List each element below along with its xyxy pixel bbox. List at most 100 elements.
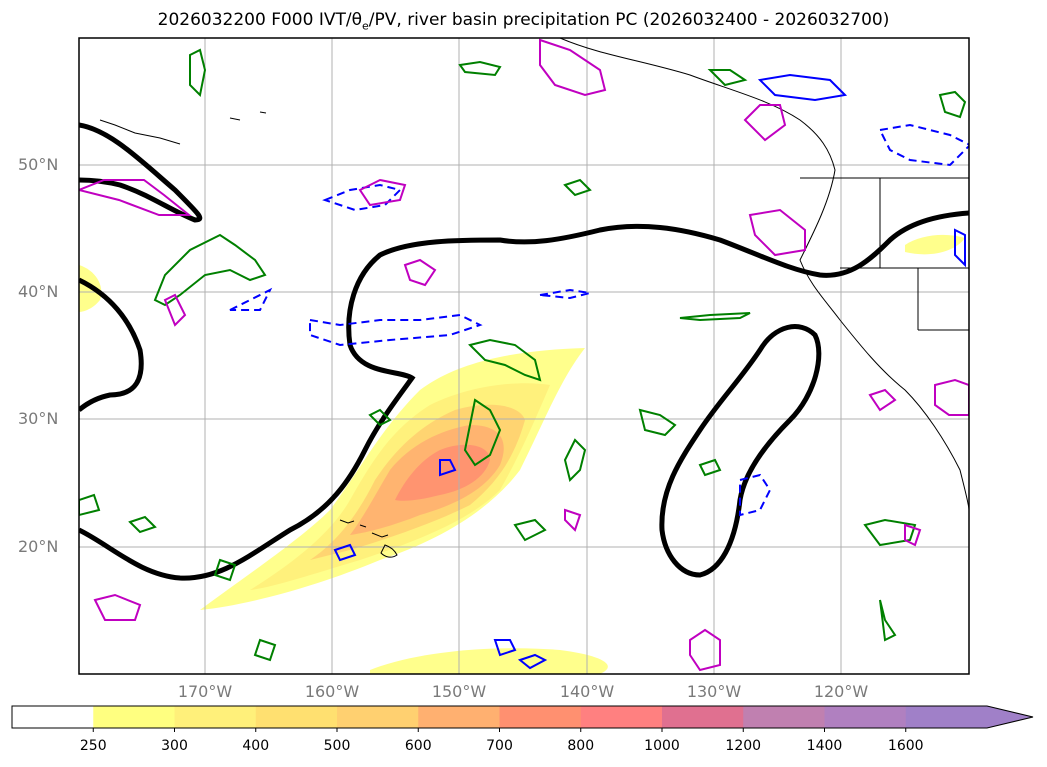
colorbar-tick-label: 1400 bbox=[806, 738, 843, 754]
magenta-contour-7 bbox=[689, 628, 721, 672]
colorbar-segment bbox=[418, 706, 500, 728]
colorbar-tick-label: 600 bbox=[404, 738, 432, 754]
ivt-shade-800 bbox=[395, 444, 490, 501]
colorbar-tick-label: 1600 bbox=[887, 738, 924, 754]
pv-contour-loop bbox=[659, 324, 822, 578]
colorbar-segment bbox=[337, 706, 419, 728]
coastline-hawaii bbox=[339, 519, 398, 558]
colorbar-segment bbox=[580, 706, 663, 728]
colorbar-segment bbox=[12, 706, 94, 728]
green-contour-7 bbox=[938, 90, 967, 119]
magenta-contour-2 bbox=[748, 208, 806, 257]
magenta-contour-6 bbox=[93, 593, 142, 621]
pv-contour-northwest bbox=[79, 122, 203, 223]
lon-label-150w: 150°W bbox=[431, 682, 487, 701]
coastline-inland-border bbox=[800, 177, 969, 331]
green-contour-5 bbox=[679, 312, 751, 322]
green-contour-17 bbox=[563, 438, 587, 482]
lon-label-160w: 160°W bbox=[304, 682, 360, 701]
colorbar-segment bbox=[662, 706, 744, 728]
blue-contour-dashed-2 bbox=[322, 183, 402, 212]
magenta-contour-8 bbox=[934, 378, 969, 416]
colorbar-extend-arrow bbox=[987, 706, 1033, 728]
magenta-contour-5 bbox=[358, 178, 407, 207]
title-rest: /PV, river basin precipitation PC (20260… bbox=[368, 10, 890, 30]
blue-contour-dashed-1 bbox=[309, 313, 483, 347]
green-contour-18 bbox=[698, 458, 722, 477]
magenta-contour-1 bbox=[539, 38, 607, 97]
blue-contour-dashed-6 bbox=[229, 287, 273, 311]
green-contour-20 bbox=[513, 518, 547, 542]
green-contour-15 bbox=[128, 515, 157, 534]
green-contour-16 bbox=[368, 408, 392, 427]
blue-contour-4 bbox=[493, 639, 517, 657]
coastline-aleutians bbox=[99, 111, 267, 145]
magenta-contour-13 bbox=[163, 293, 187, 327]
green-contour-4 bbox=[638, 408, 677, 437]
green-contour-19 bbox=[879, 599, 897, 642]
green-contour-13 bbox=[253, 638, 277, 662]
colorbar bbox=[11, 705, 1034, 732]
magenta-contours bbox=[79, 38, 969, 672]
pv-contours bbox=[79, 122, 969, 581]
colorbar-segment bbox=[905, 706, 988, 728]
map-frame bbox=[78, 37, 970, 675]
lon-label-170w: 170°W bbox=[177, 682, 233, 701]
map-title: 2026032200 F000 IVT/θe/PV, river basin p… bbox=[0, 10, 1047, 32]
green-contour-8 bbox=[189, 48, 207, 98]
colorbar-tick-label: 700 bbox=[486, 738, 513, 754]
green-contour-6 bbox=[863, 518, 917, 547]
green-contour-2 bbox=[468, 338, 542, 382]
magenta-contour-4 bbox=[79, 179, 192, 216]
title-main: 2026032200 F000 IVT/θ bbox=[157, 10, 362, 30]
magenta-contour-9 bbox=[403, 258, 437, 287]
blue-contour-6 bbox=[954, 228, 966, 268]
green-contour-9 bbox=[458, 60, 502, 77]
blue-contour-dashed-4 bbox=[739, 473, 772, 517]
blue-contour-5 bbox=[517, 653, 548, 670]
blue-contour-dashed-5 bbox=[539, 288, 591, 300]
lon-label-140w: 140°W bbox=[559, 682, 615, 701]
lat-label-20n: 20°N bbox=[18, 537, 59, 556]
lat-label-30n: 30°N bbox=[18, 409, 59, 428]
green-contour-12 bbox=[213, 558, 237, 582]
colorbar-tick-label: 500 bbox=[323, 738, 351, 754]
colorbar-segment bbox=[174, 706, 257, 728]
colorbar-segment bbox=[743, 706, 825, 728]
lat-label-40n: 40°N bbox=[18, 282, 59, 301]
green-contour-11 bbox=[563, 178, 592, 197]
lat-label-50n: 50°N bbox=[18, 155, 59, 174]
title-sub: e bbox=[362, 19, 369, 33]
magenta-contour-3 bbox=[743, 104, 787, 142]
colorbar-segment bbox=[255, 706, 338, 728]
lon-label-130w: 130°W bbox=[686, 682, 742, 701]
colorbar-tick-label: 800 bbox=[567, 738, 595, 754]
green-contour-3 bbox=[463, 398, 502, 467]
colorbar-tick-label: 400 bbox=[242, 738, 270, 754]
lon-label-120w: 120°W bbox=[813, 682, 869, 701]
colorbar-tick-label: 250 bbox=[79, 738, 107, 754]
pv-contour-west bbox=[79, 277, 144, 412]
colorbar-tick-label: 300 bbox=[161, 738, 188, 754]
green-contours bbox=[79, 48, 967, 662]
blue-contour-dashed-3 bbox=[878, 123, 969, 167]
colorbar-ticks bbox=[92, 728, 907, 732]
ivt-shading bbox=[79, 234, 965, 674]
ivt-shade-east bbox=[905, 234, 965, 255]
green-contour-10 bbox=[707, 69, 748, 87]
colorbar-outline bbox=[11, 705, 1034, 729]
green-contour-14 bbox=[79, 493, 101, 517]
colorbar-tick-label: 1000 bbox=[644, 738, 680, 754]
green-contour-1 bbox=[153, 233, 267, 307]
pv-contour-main bbox=[79, 210, 969, 581]
colorbar-segments bbox=[12, 706, 1033, 728]
blue-contour-2 bbox=[439, 459, 457, 477]
magenta-contour-12 bbox=[564, 508, 582, 532]
grid-lines bbox=[79, 38, 969, 674]
blue-contour-1 bbox=[757, 73, 848, 102]
blue-contours bbox=[229, 73, 969, 670]
colorbar-segment bbox=[93, 706, 175, 728]
colorbar-segment bbox=[499, 706, 582, 728]
magenta-contour-10 bbox=[868, 388, 897, 412]
colorbar-tick-label: 1200 bbox=[725, 738, 762, 754]
